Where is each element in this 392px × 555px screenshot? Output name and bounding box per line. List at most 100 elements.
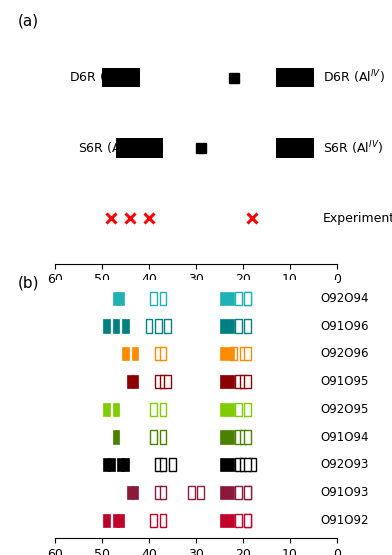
Bar xyxy=(155,458,162,472)
Bar xyxy=(160,347,166,361)
Bar xyxy=(160,431,166,444)
Bar xyxy=(116,138,163,158)
Bar xyxy=(169,458,176,472)
Bar xyxy=(132,347,138,361)
Bar xyxy=(220,319,234,332)
Text: S6R (Al$^{IV}$): S6R (Al$^{IV}$) xyxy=(78,139,139,157)
Text: O92O93: O92O93 xyxy=(321,458,369,471)
Bar xyxy=(103,458,110,472)
Bar xyxy=(160,292,166,305)
Bar xyxy=(240,347,246,361)
Bar xyxy=(245,514,251,527)
Bar xyxy=(240,375,246,388)
Bar xyxy=(103,319,110,332)
Bar xyxy=(235,319,241,332)
Bar xyxy=(160,458,166,472)
Text: O91O94: O91O94 xyxy=(321,431,369,443)
Text: (a): (a) xyxy=(18,13,39,28)
Bar xyxy=(220,347,234,361)
Bar xyxy=(113,431,119,444)
Bar xyxy=(220,486,234,500)
Bar xyxy=(235,403,241,416)
Bar xyxy=(155,319,162,332)
Bar xyxy=(122,347,129,361)
Bar xyxy=(235,375,241,388)
Bar xyxy=(276,138,314,158)
Bar xyxy=(151,292,157,305)
Bar xyxy=(118,458,124,472)
Text: O91O95: O91O95 xyxy=(321,375,369,388)
Bar xyxy=(240,431,246,444)
Bar xyxy=(160,486,166,500)
Bar xyxy=(220,514,234,527)
Bar xyxy=(235,458,241,472)
Bar xyxy=(160,375,166,388)
Text: S6R (Al$^{IV}$): S6R (Al$^{IV}$) xyxy=(323,139,383,157)
Bar xyxy=(245,514,251,527)
Bar xyxy=(245,347,251,361)
Text: O92O95: O92O95 xyxy=(321,403,369,416)
Bar xyxy=(245,375,251,388)
Bar xyxy=(240,458,246,472)
Text: O92O94: O92O94 xyxy=(321,292,369,305)
Bar xyxy=(103,403,110,416)
Text: (b): (b) xyxy=(18,275,40,290)
Bar xyxy=(113,403,119,416)
Bar xyxy=(113,319,119,332)
Bar xyxy=(245,403,251,416)
Bar xyxy=(235,514,241,527)
Bar xyxy=(245,319,251,332)
Bar xyxy=(249,458,256,472)
Bar xyxy=(245,292,251,305)
Bar xyxy=(188,486,194,500)
Text: D6R (Al$^{IV}$): D6R (Al$^{IV}$) xyxy=(323,69,385,87)
Text: O91O93: O91O93 xyxy=(321,486,369,499)
Text: O92O96: O92O96 xyxy=(321,347,369,360)
Text: O91O92: O91O92 xyxy=(321,514,369,527)
Bar xyxy=(155,347,162,361)
Bar xyxy=(108,458,114,472)
Bar xyxy=(245,486,251,500)
Bar xyxy=(151,431,157,444)
Bar xyxy=(245,431,251,444)
Bar xyxy=(118,514,124,527)
Bar xyxy=(127,486,133,500)
Bar xyxy=(102,68,140,88)
Bar xyxy=(220,403,234,416)
Bar xyxy=(230,347,237,361)
Bar xyxy=(220,431,234,444)
Bar xyxy=(235,292,241,305)
Bar xyxy=(276,68,314,88)
Bar xyxy=(132,375,138,388)
Bar xyxy=(220,375,234,388)
Bar xyxy=(155,486,162,500)
Text: D6R (Al$^{IV}$): D6R (Al$^{IV}$) xyxy=(69,69,131,87)
Bar xyxy=(122,319,129,332)
Text: O91O96: O91O96 xyxy=(321,320,369,332)
Bar xyxy=(113,292,119,305)
Bar xyxy=(245,458,251,472)
Bar xyxy=(165,375,171,388)
Bar xyxy=(198,486,204,500)
Bar xyxy=(155,375,162,388)
Bar xyxy=(220,292,234,305)
Bar xyxy=(245,486,251,500)
Bar xyxy=(160,514,166,527)
Bar xyxy=(165,319,171,332)
Bar xyxy=(160,403,166,416)
Bar xyxy=(235,431,241,444)
X-axis label: $^{27}$Al $\delta_{iso}$ (ppm): $^{27}$Al $\delta_{iso}$ (ppm) xyxy=(151,292,241,311)
Bar xyxy=(220,458,234,472)
Bar xyxy=(127,375,133,388)
Bar xyxy=(146,319,152,332)
Bar xyxy=(118,292,124,305)
Bar xyxy=(132,486,138,500)
Bar xyxy=(151,403,157,416)
Bar xyxy=(113,514,119,527)
Text: Experimental: Experimental xyxy=(323,211,392,225)
Bar xyxy=(245,292,251,305)
Bar xyxy=(103,514,110,527)
Bar xyxy=(122,458,129,472)
Bar xyxy=(235,486,241,500)
Bar xyxy=(151,514,157,527)
